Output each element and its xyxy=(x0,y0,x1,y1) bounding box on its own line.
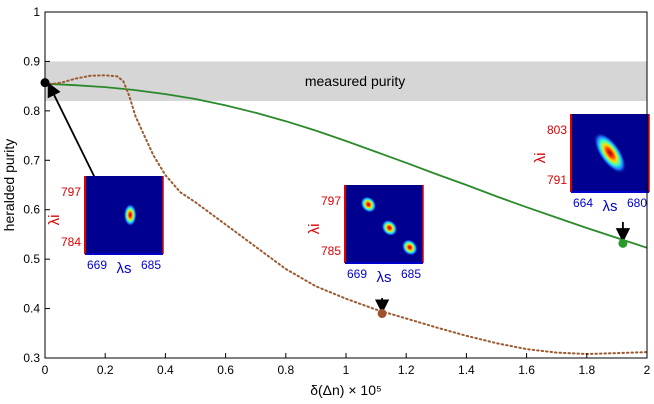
inset-x-tick-left: 669 xyxy=(87,258,107,272)
inset-y-tick-top: 797 xyxy=(321,194,341,208)
inset-x-tick-right: 685 xyxy=(141,258,161,272)
inset-x-axis-label: λs xyxy=(603,198,618,215)
inset-y-tick-top: 803 xyxy=(547,123,567,137)
measured-purity-band xyxy=(45,61,647,101)
x-tick-label: 2 xyxy=(644,363,651,377)
inset-y-tick-bottom: 784 xyxy=(61,235,81,249)
inset-x-tick-left: 664 xyxy=(573,196,593,210)
y-tick-label: 0.5 xyxy=(23,252,40,266)
x-axis-label: δ(Δn) × 10⁵ xyxy=(310,382,382,398)
y-tick-label: 0.4 xyxy=(23,302,40,316)
x-tick-label: 1.2 xyxy=(398,363,415,377)
y-axis-label: heralded purity xyxy=(1,139,17,232)
x-tick-label: 0.8 xyxy=(277,363,294,377)
y-tick-label: 0.7 xyxy=(23,153,40,167)
inset-y-axis-label: λi xyxy=(46,215,63,226)
spectrum-inset-1: 797 784 λi 669 685 λs xyxy=(46,176,164,277)
x-tick-label: 1.4 xyxy=(458,363,475,377)
inset-blob xyxy=(594,132,626,174)
inset-background xyxy=(85,176,163,254)
inset-y-tick-bottom: 791 xyxy=(547,173,567,187)
y-tick-label: 0.3 xyxy=(23,351,40,365)
inset-y-axis-label: λi xyxy=(532,153,549,164)
x-tick-label: 0.2 xyxy=(97,363,114,377)
inset-y-axis-label: λi xyxy=(306,224,323,235)
inset-x-axis-label: λs xyxy=(377,269,392,286)
spectrum-inset-3: 803 791 λi 664 680 λs xyxy=(532,114,650,215)
highlight-point-2 xyxy=(377,309,387,319)
inset-y-tick-bottom: 785 xyxy=(321,244,341,258)
band-label: measured purity xyxy=(305,73,405,89)
inset-blob xyxy=(360,196,377,213)
inset-blob xyxy=(381,219,398,236)
inset-x-axis-label: λs xyxy=(117,260,132,277)
inset-blob xyxy=(402,239,418,256)
series-line-dotted xyxy=(44,74,648,356)
x-tick-label: 1 xyxy=(343,363,350,377)
x-tick-label: 0.6 xyxy=(217,363,234,377)
pointer-arrow-1 xyxy=(47,82,97,181)
inset-x-tick-left: 669 xyxy=(347,267,367,281)
y-tick-label: 0.8 xyxy=(23,104,40,118)
series-line-solid xyxy=(44,82,648,249)
inset-x-tick-right: 680 xyxy=(627,196,647,210)
inset-blob xyxy=(124,204,137,226)
y-tick-label: 1 xyxy=(33,5,40,19)
inset-x-tick-right: 685 xyxy=(401,267,421,281)
spectrum-inset-2: 797 785 λi 669 685 λs xyxy=(306,185,424,286)
inset-y-tick-top: 797 xyxy=(61,185,81,199)
x-tick-label: 0.4 xyxy=(157,363,174,377)
highlight-point-3 xyxy=(618,238,628,248)
y-tick-label: 0.6 xyxy=(23,203,40,217)
y-tick-label: 0.9 xyxy=(23,54,40,68)
x-tick-label: 1.6 xyxy=(518,363,535,377)
x-tick-label: 1.8 xyxy=(578,363,595,377)
x-tick-label: 0 xyxy=(42,363,49,377)
